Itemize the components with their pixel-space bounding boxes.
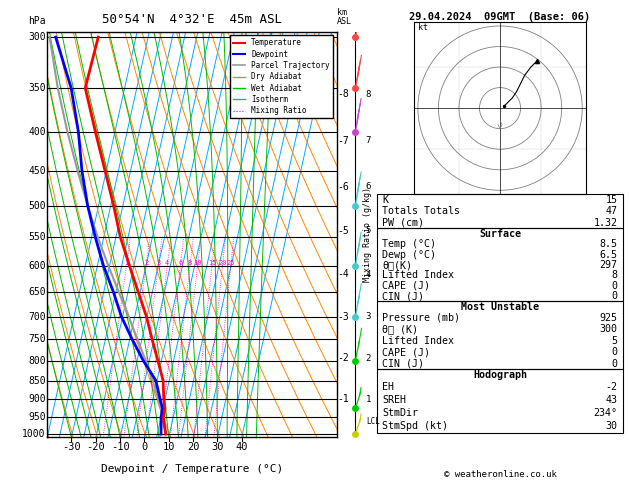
Text: 6.5: 6.5	[599, 250, 618, 260]
Text: Surface: Surface	[479, 229, 521, 239]
Text: 50°54'N  4°32'E  45m ASL: 50°54'N 4°32'E 45m ASL	[102, 13, 282, 25]
Text: -6: -6	[337, 182, 349, 191]
Text: Temp (°C): Temp (°C)	[382, 239, 437, 249]
Text: 43: 43	[606, 395, 618, 405]
Text: -5: -5	[337, 226, 349, 236]
Text: -4: -4	[337, 269, 349, 279]
Text: StmDir: StmDir	[382, 408, 418, 418]
Text: 750: 750	[28, 334, 46, 344]
Text: θᴄ(K): θᴄ(K)	[382, 260, 413, 270]
Text: -3: -3	[337, 312, 349, 322]
Text: 2: 2	[366, 354, 371, 363]
Text: CIN (J): CIN (J)	[382, 359, 425, 368]
Text: CIN (J): CIN (J)	[382, 291, 425, 301]
Text: 0: 0	[611, 359, 618, 368]
Text: 4: 4	[366, 270, 371, 279]
Text: 950: 950	[28, 412, 46, 422]
Text: -30: -30	[62, 442, 81, 452]
Text: -20: -20	[86, 442, 105, 452]
Text: -10: -10	[111, 442, 130, 452]
Text: -1: -1	[337, 394, 349, 404]
Text: -2: -2	[337, 353, 349, 364]
Text: 25: 25	[226, 260, 235, 266]
Text: 10: 10	[193, 260, 202, 266]
Text: km
ASL: km ASL	[337, 7, 352, 25]
Text: 40: 40	[235, 442, 248, 452]
Text: 30: 30	[211, 442, 224, 452]
Text: 30: 30	[606, 421, 618, 431]
Text: Dewp (°C): Dewp (°C)	[382, 250, 437, 260]
Text: StmSpd (kt): StmSpd (kt)	[382, 421, 448, 431]
Text: 29.04.2024  09GMT  (Base: 06): 29.04.2024 09GMT (Base: 06)	[409, 12, 591, 22]
Text: Lifted Index: Lifted Index	[382, 270, 454, 280]
Text: 20: 20	[187, 442, 199, 452]
Text: CAPE (J): CAPE (J)	[382, 281, 430, 291]
Text: CAPE (J): CAPE (J)	[382, 347, 430, 357]
Text: 1: 1	[125, 260, 128, 266]
Text: hPa: hPa	[28, 16, 46, 25]
Text: 850: 850	[28, 376, 46, 385]
Text: 0: 0	[611, 281, 618, 291]
Text: 350: 350	[28, 83, 46, 93]
Text: 700: 700	[28, 312, 46, 322]
Text: 5: 5	[366, 226, 371, 235]
Text: -2: -2	[606, 382, 618, 392]
Text: 300: 300	[28, 32, 46, 42]
Text: Most Unstable: Most Unstable	[461, 302, 539, 312]
Text: 1.32: 1.32	[594, 218, 618, 228]
Text: © weatheronline.co.uk: © weatheronline.co.uk	[443, 469, 557, 479]
Text: 6: 6	[178, 260, 182, 266]
Legend: Temperature, Dewpoint, Parcel Trajectory, Dry Adiabat, Wet Adiabat, Isotherm, Mi: Temperature, Dewpoint, Parcel Trajectory…	[230, 35, 333, 118]
Text: 500: 500	[28, 201, 46, 210]
Text: Lifted Index: Lifted Index	[382, 336, 454, 346]
Text: Totals Totals: Totals Totals	[382, 207, 460, 216]
Text: 3: 3	[366, 312, 371, 321]
Text: Dewpoint / Temperature (°C): Dewpoint / Temperature (°C)	[101, 464, 283, 474]
Text: 0: 0	[611, 347, 618, 357]
Text: 800: 800	[28, 356, 46, 365]
Text: 20: 20	[218, 260, 226, 266]
Text: K: K	[382, 195, 389, 205]
Text: 1: 1	[366, 395, 371, 404]
Text: Pressure (mb): Pressure (mb)	[382, 313, 460, 323]
Text: 0: 0	[142, 442, 148, 452]
Text: Mixing Ratio (g/kg): Mixing Ratio (g/kg)	[363, 187, 372, 282]
Text: 5: 5	[611, 336, 618, 346]
Text: 600: 600	[28, 260, 46, 271]
Text: kt: kt	[418, 23, 428, 32]
Text: 650: 650	[28, 287, 46, 297]
Text: 3: 3	[156, 260, 160, 266]
Text: LCL: LCL	[366, 417, 380, 426]
Text: 47: 47	[606, 207, 618, 216]
Text: 0: 0	[611, 291, 618, 301]
Text: 300: 300	[599, 324, 618, 334]
Text: 8: 8	[188, 260, 192, 266]
Text: 15: 15	[208, 260, 216, 266]
Text: θᴄ (K): θᴄ (K)	[382, 324, 418, 334]
Text: 297: 297	[599, 260, 618, 270]
Text: 8.5: 8.5	[599, 239, 618, 249]
Text: 8: 8	[366, 90, 371, 99]
Text: 15: 15	[606, 195, 618, 205]
Text: 6: 6	[366, 182, 371, 191]
Text: 400: 400	[28, 127, 46, 137]
Text: -8: -8	[337, 89, 349, 100]
Text: 550: 550	[28, 232, 46, 242]
Text: 925: 925	[599, 313, 618, 323]
Text: 2: 2	[144, 260, 148, 266]
Text: -7: -7	[337, 136, 349, 146]
Text: SREH: SREH	[382, 395, 406, 405]
Text: Hodograph: Hodograph	[473, 370, 527, 380]
Text: 234°: 234°	[594, 408, 618, 418]
Text: 450: 450	[28, 166, 46, 176]
Text: 8: 8	[611, 270, 618, 280]
Text: 10: 10	[162, 442, 175, 452]
Text: PW (cm): PW (cm)	[382, 218, 425, 228]
Text: EH: EH	[382, 382, 394, 392]
Text: 7: 7	[366, 137, 371, 145]
Text: 1000: 1000	[22, 429, 46, 439]
Text: 4: 4	[165, 260, 169, 266]
Text: 900: 900	[28, 394, 46, 404]
